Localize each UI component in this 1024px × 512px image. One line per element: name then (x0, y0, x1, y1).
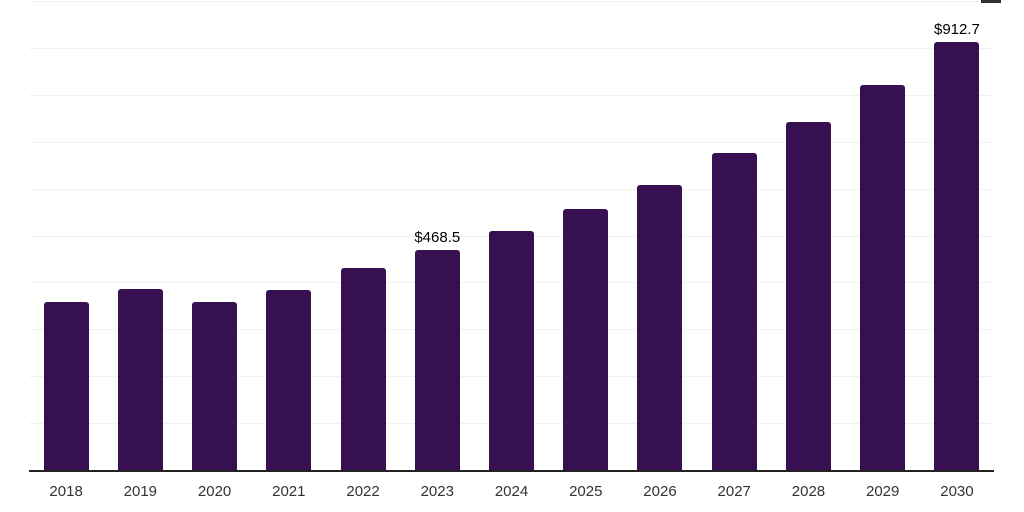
x-tick-2022: 2022 (346, 483, 380, 500)
bar-2024 (489, 231, 535, 470)
bar-column-2019 (103, 1, 177, 470)
bar-2028 (785, 122, 831, 470)
x-axis-labels: 2018 2019 2020 2021 2022 2023 2024 2025 2026 2027… (29, 482, 994, 502)
bar-column-2027 (697, 1, 771, 470)
bar-column-2022 (326, 1, 400, 470)
bar-2030 (934, 41, 980, 470)
bar-2021 (266, 289, 312, 470)
x-tick-2030: 2030 (940, 483, 974, 500)
bar-2025 (563, 209, 609, 470)
x-tick-2028: 2028 (791, 483, 826, 500)
bar-column-2025 (549, 1, 623, 470)
x-tick-2021: 2021 (272, 483, 306, 500)
bar-2023 (414, 250, 460, 470)
x-tick-2018: 2018 (49, 483, 83, 500)
bar-column-2024 (474, 1, 548, 470)
bar-column-2026 (623, 1, 697, 470)
bar-2029 (860, 84, 906, 470)
gridline-800 (29, 94, 994, 96)
bar-2026 (637, 185, 683, 470)
x-tick-2023: 2023 (420, 483, 454, 500)
x-tick-2019: 2019 (123, 483, 158, 500)
gridline-600 (29, 188, 994, 190)
bar-column-2028 (771, 1, 845, 470)
data-label-2030: $912.7 (933, 20, 980, 38)
top-right-artifact (981, 0, 1001, 3)
bar-column-2018 (29, 1, 103, 470)
bar-2022 (340, 267, 386, 470)
x-tick-2020: 2020 (197, 483, 232, 500)
x-tick-2024: 2024 (494, 483, 529, 500)
bar-2018 (43, 301, 89, 470)
gridline-1000 (29, 1, 994, 2)
gridline-900 (29, 47, 994, 49)
bar-column-2020 (177, 1, 251, 470)
gridline-700 (29, 141, 994, 143)
x-tick-2027: 2027 (717, 483, 751, 500)
bar-column-2030: $912.7 (920, 1, 994, 470)
data-label-2023: $468.5 (414, 229, 461, 247)
bars-layer: $468.5 $912.7 (29, 1, 994, 470)
bar-2027 (711, 153, 757, 470)
x-tick-2025: 2025 (569, 483, 603, 500)
plot-area: $468.5 $912.7 (29, 1, 994, 472)
bar-column-2023: $468.5 (400, 1, 474, 470)
x-tick-2029: 2029 (866, 483, 900, 500)
bar-2020 (192, 302, 238, 470)
bar-2019 (117, 288, 163, 470)
bar-column-2021 (252, 1, 326, 470)
bar-column-2029 (846, 1, 920, 470)
x-tick-2026: 2026 (643, 483, 677, 500)
x-axis-line (29, 470, 994, 472)
